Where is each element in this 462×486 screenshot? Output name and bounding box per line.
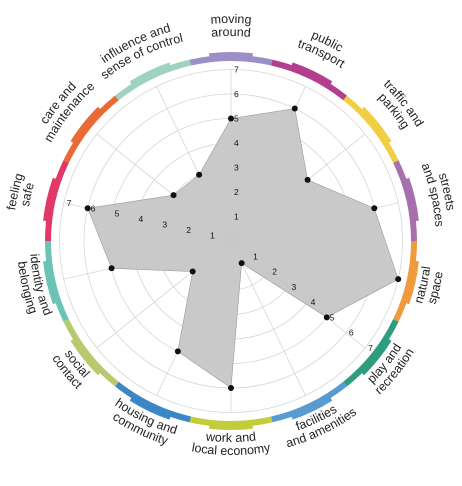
spoke-facilities-and-amenities [230,240,306,396]
data-point-feeling-safe [84,205,91,212]
tick-labels: 1 2 3 4 5 6 7 1 2 3 4 5 6 7 1 2 3 4 5 6 7 [67,65,373,353]
tick-label-feeling-safe-5: 5 [115,209,120,219]
category-label-work-and-local-economy: local economy [191,440,272,458]
ring-segment-moving-around [189,55,273,66]
ring-segment-public-transport [271,59,347,101]
tick-label-play-and-recreation-4: 4 [311,297,316,307]
data-point-social-contact [189,268,196,275]
tick-label-feeling-safe-7: 7 [67,198,72,208]
ring-segment-care-and-maintenance [63,95,119,163]
ring-tab-traffic-and-parking [361,106,392,144]
ring-tab-natural-space [405,260,419,305]
category-label-work-and-local-economy: work and [204,429,256,445]
tick-label-play-and-recreation-6: 6 [349,328,354,338]
ring-segment-feeling-safe [45,160,69,241]
data-polygon [87,108,399,389]
data-point-facilities-and-amenities [238,260,245,267]
ring-tab-public-transport [291,62,333,85]
ring-tab-care-and-maintenance [70,106,101,144]
ring-tab-work-and-local-economy [208,424,254,430]
data-point-care-and-maintenance [170,192,177,199]
tick-label-moving-around-3: 3 [234,163,239,173]
tick-label-play-and-recreation-2: 2 [272,267,277,277]
ring-tab-moving-around [208,52,254,58]
tick-label-feeling-safe-1: 1 [210,231,215,241]
tick-label-moving-around-5: 5 [234,114,239,124]
ring-tab-identity-and-belonging [43,260,57,305]
ring-segment-play-and-recreation [343,319,399,387]
ring-segment-facilities-and-amenities [271,381,347,423]
category-label-feeling-safe: safe [18,181,37,208]
ring-segment-traffic-and-parking [343,95,399,163]
data-point-public-transport [291,105,298,112]
tick-label-moving-around-7: 7 [234,65,239,75]
tick-label-play-and-recreation-3: 3 [291,282,296,292]
data-points [84,105,402,391]
ring-tab-feeling-safe [43,177,57,222]
ring-tab-streets-and-spaces [405,177,419,222]
data-area [87,108,399,389]
ring-segment-social-contact [63,319,119,387]
ring-segment-natural-space [393,241,417,322]
tick-label-play-and-recreation-7: 7 [368,343,373,353]
data-point-housing-and-community [174,348,181,355]
tick-label-play-and-recreation-1: 1 [253,251,258,261]
ring-tab-housing-and-community [129,397,171,420]
data-point-play-and-recreation [323,314,330,321]
ring-tab-influence-and-sense-of-control [129,62,171,85]
category-label-moving-around: moving [210,12,252,27]
ring-segment-influence-and-sense-of-control [115,59,191,101]
ring-tab-play-and-recreation [361,338,392,376]
ring-tab-social-contact [70,338,101,376]
data-point-traffic-and-parking [304,176,311,183]
tick-label-feeling-safe-3: 3 [162,220,167,230]
tick-label-feeling-safe-6: 6 [91,203,96,213]
category-color-ring [43,52,419,430]
tick-label-moving-around-4: 4 [234,138,239,148]
ring-segment-streets-and-spaces [393,160,417,241]
data-point-work-and-local-economy [228,385,234,391]
data-point-moving-around [228,115,234,122]
ring-segment-identity-and-belonging [45,241,69,322]
data-point-streets-and-spaces [371,205,378,212]
tick-label-feeling-safe-2: 2 [186,225,191,235]
category-label-moving-around: around [211,25,252,40]
data-point-influence-and-sense-of-control [196,171,203,178]
ring-tab-facilities-and-amenities [291,397,333,420]
data-point-identity-and-belonging [108,265,115,272]
tick-label-moving-around-2: 2 [234,187,239,197]
tick-label-moving-around-6: 6 [234,89,239,99]
ring-segment-work-and-local-economy [189,416,273,427]
tick-label-moving-around-1: 1 [234,212,239,222]
tick-label-play-and-recreation-5: 5 [330,312,335,322]
ring-segment-housing-and-community [115,381,191,423]
tick-label-feeling-safe-4: 4 [138,214,143,224]
data-point-natural-space [395,276,402,283]
